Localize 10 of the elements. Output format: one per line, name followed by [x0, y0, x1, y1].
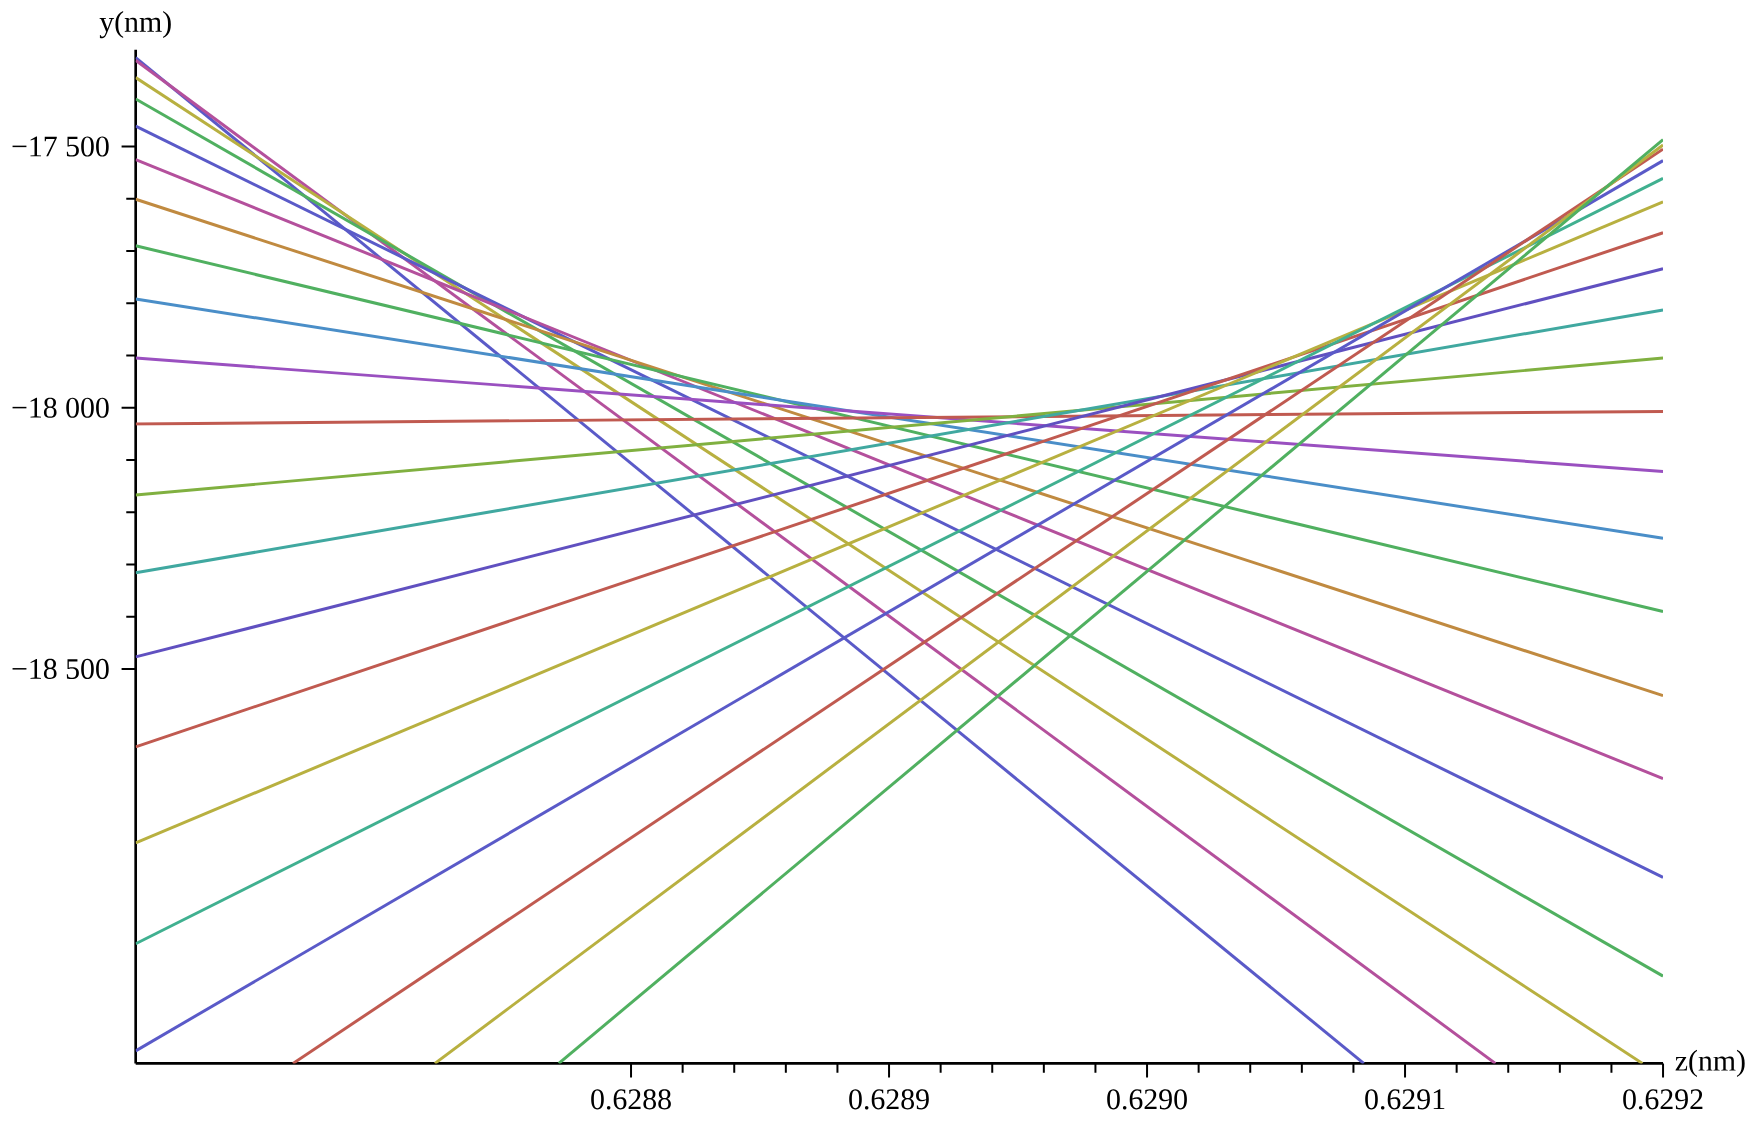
x-tick-label: 0.6291: [1365, 1089, 1445, 1110]
y-tick-label: −17 500: [12, 136, 109, 157]
y-axis-title: y(nm): [99, 11, 171, 39]
y-tick-label: −18 500: [12, 659, 109, 680]
x-tick-label: 0.6289: [849, 1089, 929, 1110]
x-tick-label: 0.6290: [1107, 1089, 1187, 1110]
x-tick-label: 0.6292: [1623, 1089, 1703, 1110]
x-tick-label: 0.6288: [591, 1089, 671, 1110]
x-axis-title: z(nm): [1675, 1050, 1745, 1078]
y-tick-label: −18 000: [12, 397, 109, 419]
